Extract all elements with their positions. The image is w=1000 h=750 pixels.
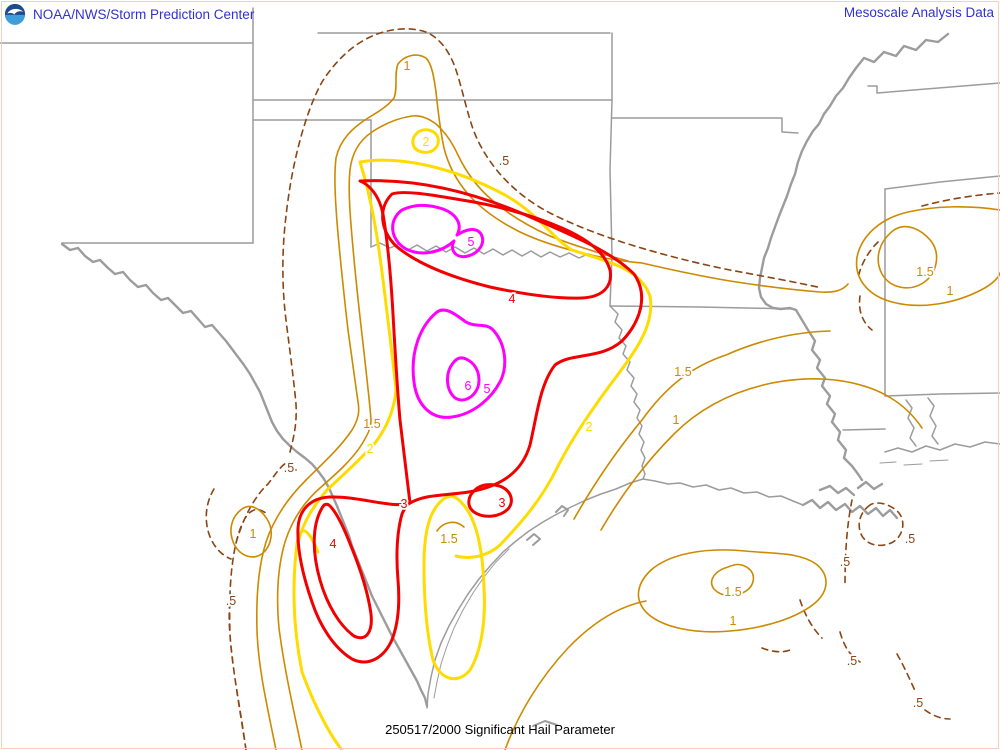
noaa-logo-icon: [4, 3, 26, 25]
contour-label: 1: [947, 284, 954, 298]
contour-2-main: [292, 158, 653, 750]
contour-label: .5: [226, 594, 236, 608]
contour-1.5-right-egg: [877, 225, 938, 289]
contour-1-se-gulf-loop: [637, 549, 827, 633]
contour-4-south-loop: [312, 502, 373, 640]
mobile-bay-east: [927, 397, 939, 445]
contour-label: 3: [499, 496, 506, 510]
contour-0.5-ne-corner: [921, 192, 1000, 207]
contours: [205, 28, 1000, 750]
contour-3-main: [358, 179, 644, 505]
header-right: Mesoscale Analysis Data: [844, 5, 994, 20]
contour-label: 2: [586, 420, 593, 434]
contour-0.5-se-frag-4: [896, 653, 917, 694]
contour-label: .5: [847, 654, 857, 668]
contour-label: 5: [468, 235, 475, 249]
contour-label: 3: [401, 497, 408, 511]
mobile-bay-west: [905, 399, 917, 447]
contour-0.5-se-frag-3: [839, 631, 861, 663]
contour-label: .5: [913, 696, 923, 710]
contour-0.5-se-frag-1: [799, 599, 823, 639]
river-sabine: [609, 305, 646, 480]
galveston-bay: [555, 505, 569, 517]
contour-label: .5: [499, 154, 509, 168]
contour-label: 6: [465, 379, 472, 393]
contour-label: 2: [423, 135, 430, 149]
contour-label: 1.5: [674, 365, 691, 379]
contour-label: 1: [673, 413, 680, 427]
contour-1.5-east-diagonal: [573, 330, 831, 520]
contour-3-small-oval: [467, 483, 513, 518]
contour-0.5-ms-west-2: [858, 295, 873, 331]
contour-0.5-se-line: [844, 499, 853, 586]
mississippi-delta: [801, 498, 899, 520]
delta-marsh-2: [856, 480, 884, 491]
contour-label: 1.5: [916, 265, 933, 279]
map-caption: 250517/2000 Significant Hail Parameter: [385, 722, 615, 737]
river-mississippi: [757, 32, 950, 482]
contour-3-tongue: [296, 495, 412, 664]
contour-0.5-ms-west-1: [857, 241, 879, 279]
contour-1-east-diagonal: [600, 378, 923, 531]
delta-marsh-1: [818, 484, 856, 497]
contour-6-loop: [446, 356, 481, 402]
matagorda-bay: [526, 533, 541, 546]
contour-1.5-south-arc: [436, 521, 465, 532]
coast-louisiana: [642, 478, 804, 506]
river-rio-grande: [60, 242, 429, 708]
barrier-islands: [879, 459, 949, 466]
contour-label: 5: [484, 382, 491, 396]
contour-5-north-loop: [391, 203, 485, 259]
contour-label: .5: [905, 532, 915, 546]
contour-label: 2: [367, 442, 374, 456]
state-borders: [0, 7, 1000, 727]
contour-0.5-se-frag-5: [924, 709, 951, 720]
contour-5-south-loop: [411, 308, 507, 419]
border-ks-mo-ok-ar-tx-ar: [609, 32, 613, 307]
contour-1-offshore: [504, 600, 647, 750]
page-subtitle: Mesoscale Analysis Data: [843, 5, 994, 20]
contour-label: 1.5: [363, 417, 380, 431]
contour-label: 1: [250, 527, 257, 541]
contour-1-sw-loop: [230, 505, 272, 558]
contour-label: 4: [509, 292, 516, 306]
contour-label: 4: [330, 537, 337, 551]
contour-label: 1: [730, 614, 737, 628]
coast-texas: [426, 478, 644, 709]
contour-1.5-se-gulf-inner: [710, 563, 755, 597]
border-tn-ky: [867, 82, 1000, 94]
contour-0.5-sw-arc: [205, 488, 232, 560]
border-mo-ar: [611, 117, 799, 134]
contour-label: .5: [284, 461, 294, 475]
contour-label: 1.5: [724, 585, 741, 599]
contour-label: .5: [840, 555, 850, 569]
contour-2-top-ring: [411, 128, 440, 154]
contour-4-north-loop: [381, 191, 613, 300]
contour-2-south-lobe: [422, 494, 486, 681]
header-left: NOAA/NWS/Storm Prediction Center: [4, 3, 254, 25]
border-tn-ms: [884, 175, 1000, 190]
river-red: [370, 242, 613, 259]
contour-0.5-se-frag-2: [761, 647, 791, 653]
border-31n-east: [884, 392, 1000, 397]
site-title: NOAA/NWS/Storm Prediction Center: [33, 6, 255, 22]
contour-label: 1.5: [440, 532, 457, 546]
contour-label: 1: [404, 59, 411, 73]
laguna-islets: [532, 720, 558, 727]
border-la-ms-31n: [842, 428, 886, 431]
contour-1-right-outer: [855, 206, 1000, 307]
contour-0.5-se-loop: [858, 502, 904, 547]
contour-0.5-main: [228, 28, 823, 750]
coast-ms-sound: [884, 441, 1000, 453]
contour-1-main: [255, 54, 849, 750]
border-ar-la: [609, 305, 796, 310]
